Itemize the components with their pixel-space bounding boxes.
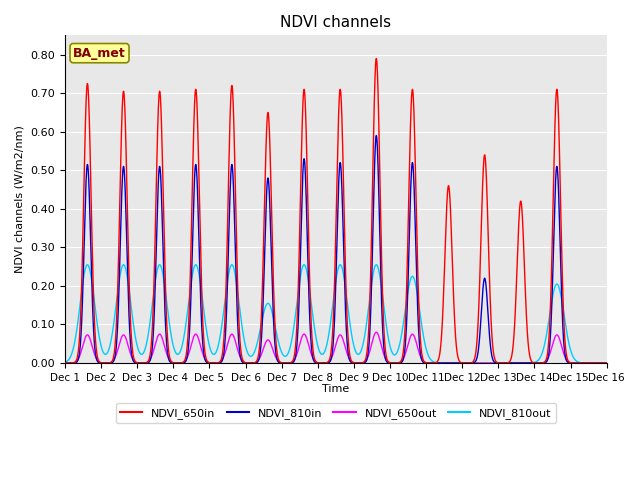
X-axis label: Time: Time — [322, 384, 349, 394]
Legend: NDVI_650in, NDVI_810in, NDVI_650out, NDVI_810out: NDVI_650in, NDVI_810in, NDVI_650out, NDV… — [116, 403, 556, 423]
Text: BA_met: BA_met — [73, 47, 126, 60]
Y-axis label: NDVI channels (W/m2/nm): NDVI channels (W/m2/nm) — [15, 125, 25, 273]
Title: NDVI channels: NDVI channels — [280, 15, 392, 30]
